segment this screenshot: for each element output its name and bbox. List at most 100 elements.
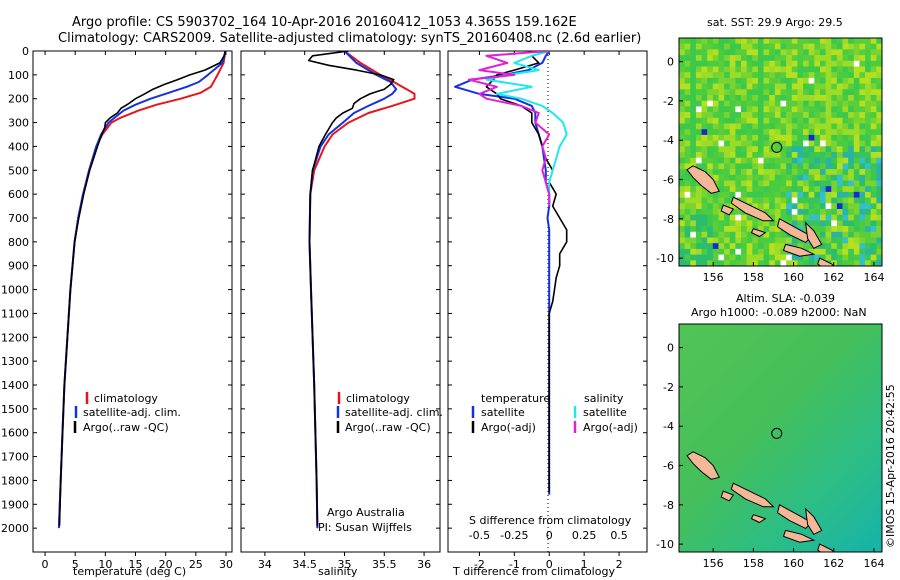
sst-cell xyxy=(831,226,838,233)
sst-cell xyxy=(780,117,787,124)
sst-cell xyxy=(786,237,793,244)
sst-cell xyxy=(690,55,697,62)
sst-cell xyxy=(712,72,719,79)
sst-cell xyxy=(763,89,770,96)
sst-cell xyxy=(786,180,793,187)
sst-cell xyxy=(808,106,815,113)
sst-cell xyxy=(769,112,776,119)
difference-lines xyxy=(454,51,568,495)
sst-cell xyxy=(853,49,860,56)
sst-cell xyxy=(870,152,877,158)
sst-cell xyxy=(701,237,708,244)
sst-cell xyxy=(780,106,787,113)
sst-cell xyxy=(769,231,776,238)
sst-cell xyxy=(819,129,826,136)
sst-cell xyxy=(870,89,877,96)
sst-cell xyxy=(780,146,787,153)
sst-cell xyxy=(842,226,849,233)
sst-cell xyxy=(690,89,697,96)
sst-cell xyxy=(746,89,753,96)
sst-cell xyxy=(763,191,770,198)
sst-cell xyxy=(679,123,685,130)
sst-cell xyxy=(718,157,725,164)
sst-cell xyxy=(774,174,781,181)
sst-cell xyxy=(684,123,691,130)
sst-cell xyxy=(819,169,826,176)
sst-cell xyxy=(757,260,764,266)
sst-cell xyxy=(724,89,731,96)
sst-cell xyxy=(831,169,838,176)
sst-cell xyxy=(814,157,821,164)
sst-cell xyxy=(724,237,731,244)
sst-cell xyxy=(741,49,747,56)
sst-cell xyxy=(865,191,872,198)
sst-cell xyxy=(876,191,882,198)
sst-cell xyxy=(825,214,832,221)
sst-cell xyxy=(870,197,877,204)
sst-cell xyxy=(763,43,770,50)
series-satellite-adj--clim--line xyxy=(308,51,398,529)
sst-cell xyxy=(808,123,815,130)
sst-cell xyxy=(848,112,855,119)
sst-cell xyxy=(797,146,804,153)
sst-cell xyxy=(769,237,776,244)
sst-cell xyxy=(853,117,860,124)
sst-cell xyxy=(791,38,798,44)
sst-cell xyxy=(865,231,872,238)
sst-cell xyxy=(870,157,877,164)
sst-cell xyxy=(735,157,742,164)
sst-cell xyxy=(746,106,753,113)
sst-cell xyxy=(848,226,855,233)
sst-cell xyxy=(695,112,702,119)
sst-cell xyxy=(769,169,776,176)
x-tick-label: 20 xyxy=(159,558,173,571)
sst-cell xyxy=(763,248,770,255)
sst-cell xyxy=(741,72,747,79)
sst-cell xyxy=(797,220,804,227)
sst-cell xyxy=(825,72,832,79)
depth-tick-label: 1700 xyxy=(1,451,29,464)
sst-cell xyxy=(865,100,872,107)
sst-cell xyxy=(831,157,838,164)
sst-cell xyxy=(831,214,838,221)
sst-cell xyxy=(848,157,855,164)
sst-cell xyxy=(763,134,770,141)
sst-cell xyxy=(836,117,843,124)
sst-cell xyxy=(803,254,809,261)
sst-cell xyxy=(859,123,866,130)
sst-cell xyxy=(831,140,838,147)
sst-cell xyxy=(819,186,826,193)
sst-cell xyxy=(786,197,793,204)
sst-cell xyxy=(679,174,685,181)
sst-cell xyxy=(814,191,821,198)
sst-cell xyxy=(707,163,714,170)
sst-cell xyxy=(836,38,843,44)
sst-cell xyxy=(741,226,747,233)
salinity-panel xyxy=(240,50,441,553)
sst-cell xyxy=(752,55,759,62)
sst-cell xyxy=(769,49,776,56)
island xyxy=(686,451,720,480)
sst-cell xyxy=(774,163,781,170)
sst-cell xyxy=(712,95,719,101)
sst-cell xyxy=(780,89,787,96)
sst-cell xyxy=(876,106,882,113)
sst-cell xyxy=(707,214,714,221)
temperature-lines xyxy=(57,51,227,529)
sst-cell xyxy=(848,140,855,147)
sst-cell xyxy=(786,38,793,44)
sst-cell xyxy=(746,129,753,136)
sst-cell xyxy=(797,226,804,233)
sst-cell xyxy=(735,186,742,193)
sst-cell xyxy=(690,112,697,119)
sst-cell xyxy=(819,112,826,119)
sst-cell xyxy=(831,197,838,204)
sst-cell xyxy=(780,140,787,147)
sst-cell xyxy=(876,100,882,107)
sst-cell xyxy=(780,55,787,62)
sst-cell xyxy=(712,203,719,210)
sst-cell xyxy=(746,163,753,170)
sst-cell xyxy=(842,180,849,187)
sst-cell xyxy=(842,260,849,266)
sst-cell xyxy=(729,72,736,79)
